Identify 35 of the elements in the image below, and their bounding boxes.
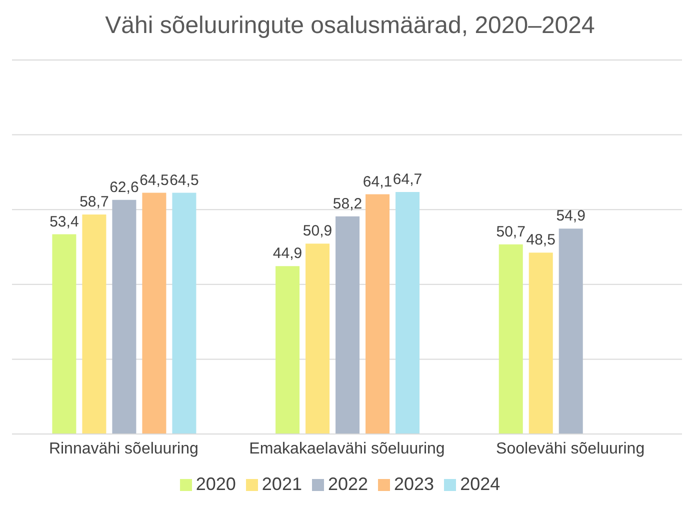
data-label: 54,9 [556, 208, 586, 225]
legend-label: 2020 [196, 474, 236, 494]
legend-label: 2024 [460, 474, 500, 494]
bar [172, 192, 196, 434]
data-label: 44,9 [272, 245, 302, 262]
bar [142, 192, 166, 434]
legend-label: 2021 [262, 474, 302, 494]
data-label: 64,5 [170, 172, 199, 189]
bar [558, 228, 583, 434]
bar [52, 234, 76, 434]
data-label: 48,5 [526, 232, 556, 249]
legend-label: 2022 [328, 474, 368, 494]
bar [306, 244, 330, 434]
bar [498, 244, 523, 434]
bar [528, 252, 553, 434]
bar [82, 214, 106, 434]
bar [366, 194, 390, 434]
data-label: 53,4 [50, 213, 79, 230]
bar [276, 266, 300, 434]
data-label: 50,9 [302, 222, 332, 240]
bar [396, 192, 420, 434]
legend-label: 2023 [394, 474, 434, 494]
data-label: 62,6 [110, 178, 139, 196]
x-tick-label: Emakakaelavähi sõeluuring [249, 440, 445, 458]
x-tick-label: Soolevähi sõeluuring [496, 440, 645, 458]
bar [336, 216, 360, 434]
bar [112, 200, 136, 434]
chart-title: Vähi sõeluuringute osalusmäärad, 2020–2024 [104, 12, 596, 40]
data-label: 64,1 [362, 173, 392, 190]
data-label: 58,7 [80, 193, 109, 210]
x-tick-label: Rinnavähi sõeluuring [48, 440, 198, 458]
data-label: 64,5 [140, 172, 169, 189]
data-label: 58,2 [332, 195, 362, 212]
data-label: 64,7 [392, 171, 422, 188]
data-label: 50,7 [496, 223, 526, 240]
